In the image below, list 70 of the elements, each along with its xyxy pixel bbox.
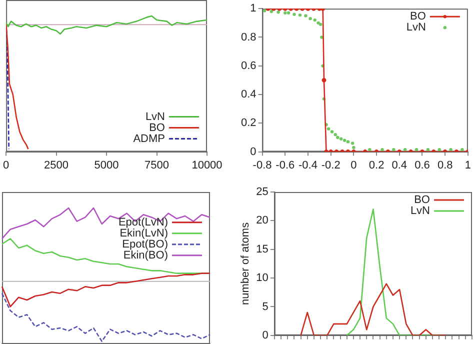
point: [298, 13, 302, 17]
legend-label: ADMP: [133, 132, 165, 145]
y-tick-label: 0: [262, 329, 268, 342]
x-tick-label: 5000: [94, 159, 119, 172]
point: [318, 22, 322, 26]
y-axis-title: number of atoms: [240, 222, 252, 305]
x-tick-label: -0.2: [321, 159, 340, 172]
x-tick-label: 0.8: [437, 159, 453, 172]
point: [346, 140, 350, 144]
legend-label: LvN: [145, 110, 166, 123]
point: [270, 10, 274, 14]
legend-label: Ekin(BO): [123, 249, 168, 262]
legend-label: Epot(BO): [122, 238, 168, 250]
point: [313, 18, 316, 22]
x-tick-label: -0.8: [252, 159, 272, 172]
point: [460, 148, 464, 152]
point: [350, 142, 354, 145]
x-tick-label: 0: [2, 159, 10, 172]
x-tick-label: -0.4: [298, 159, 318, 172]
x-tick-label: 0.4: [392, 159, 408, 172]
y-tick-label: 25: [256, 186, 268, 198]
legend-label: BO: [414, 194, 430, 206]
x-tick-label: 0: [350, 159, 357, 172]
y-tick-label: 1: [250, 2, 256, 15]
point: [308, 17, 312, 20]
y-tick-label: 15: [256, 243, 268, 256]
point: [352, 146, 356, 150]
point: [262, 9, 266, 12]
x-tick-label: 10000: [192, 159, 222, 172]
point: [292, 12, 296, 16]
legend-label: Ekin(LvN): [120, 227, 168, 240]
x-tick-label: 7500: [144, 159, 170, 172]
legend-label: BO: [410, 10, 426, 23]
point: [380, 148, 384, 152]
legend-label: BO: [149, 122, 166, 134]
point: [414, 148, 418, 152]
point: [316, 21, 320, 25]
point: [340, 137, 343, 141]
x-tick-label: 2500: [44, 159, 69, 172]
y-tick-label: 0: [250, 146, 256, 158]
x-tick-label: 0.2: [368, 159, 384, 172]
point: [330, 130, 334, 134]
y-tick-label: 10: [256, 272, 268, 284]
legend-label: Epot(LvN): [118, 216, 168, 228]
point: [426, 148, 430, 152]
legend-label: LvN: [410, 205, 430, 218]
point: [286, 11, 290, 14]
y-tick-label: 0.2: [240, 117, 256, 130]
point: [284, 11, 287, 14]
x-tick-label: 1: [464, 159, 472, 172]
point: [404, 148, 407, 152]
point: [438, 148, 441, 152]
point: [322, 78, 326, 82]
point: [392, 148, 396, 152]
point: [342, 138, 346, 142]
x-tick-label: 0.6: [414, 159, 430, 172]
point: [334, 133, 338, 136]
y-tick-label: 5: [262, 300, 268, 313]
point: [449, 148, 452, 152]
point: [336, 136, 340, 140]
y-tick-label: 0.4: [240, 88, 256, 101]
point: [368, 148, 372, 152]
point: [326, 127, 330, 130]
x-tick-label: -0.6: [276, 159, 295, 172]
y-tick-label: 0.8: [240, 31, 256, 44]
legend-label: LvN: [406, 22, 426, 34]
y-tick-label: 20: [256, 214, 268, 227]
point: [304, 14, 308, 18]
y-tick-label: 0.6: [240, 60, 256, 72]
point: [276, 10, 280, 14]
